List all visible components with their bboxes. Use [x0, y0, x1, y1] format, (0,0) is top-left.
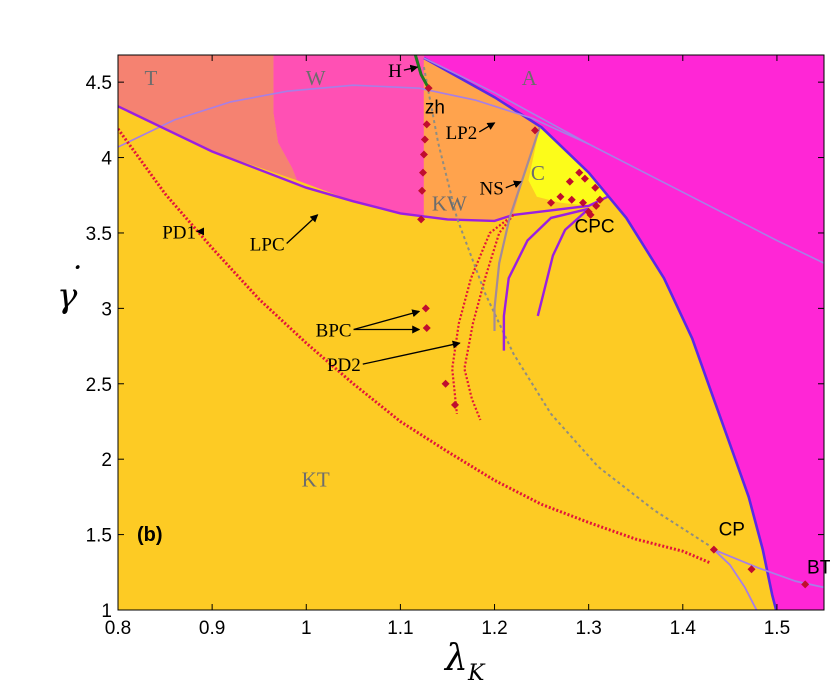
bifurcation-point-marker-0 [424, 84, 433, 93]
y-tick-label-6: 4 [101, 149, 112, 170]
bifurcation-point-marker-18 [575, 168, 584, 177]
annotation-label-pd2: PD2 [327, 355, 361, 376]
curve-light-upper-right [423, 57, 824, 264]
curve-light-bottom [713, 548, 824, 610]
bifurcation-point-marker-22 [441, 379, 450, 388]
curve-pd2-left [451, 214, 515, 415]
y-axis-label-accent: ˙ [66, 260, 83, 300]
x-tick-label-6: 1.4 [670, 618, 697, 639]
annotation-arrow-h [403, 64, 419, 73]
bifurcation-point-marker-9 [556, 192, 565, 201]
curve-cpc-branch-b [536, 207, 590, 317]
region-w [273, 55, 424, 218]
bifurcation-point-marker-4 [419, 150, 428, 159]
bifurcation-point-marker-15 [591, 183, 600, 192]
bifurcation-point-marker-17 [565, 177, 574, 186]
annotation-arrow-ns [505, 180, 522, 189]
annotation-label-cpc: CPC [575, 216, 615, 237]
bifurcation-point-marker-8 [547, 198, 556, 207]
region-a [423, 55, 824, 610]
bifurcation-point-marker-10 [567, 195, 576, 204]
region-t [118, 55, 297, 181]
x-axis-ticks: 0.8 0.9 1 1.1 1.2 1.3 1.4 1.5 [105, 55, 790, 639]
annotation-label-lpc: LPC [250, 235, 285, 256]
bifurcation-point-marker-24 [709, 545, 718, 554]
y-axis-label: γ ˙ [57, 260, 83, 316]
curve-pd1 [118, 128, 712, 565]
annotation-label-bt: BT [807, 557, 830, 578]
region-c [528, 127, 608, 206]
region-label-w: W [306, 66, 326, 90]
annotation-label-h: H [388, 61, 402, 82]
bifurcation-point-marker-19 [586, 210, 595, 219]
curve-pd2-right [463, 214, 515, 421]
annotation-label-zh: zh [425, 97, 445, 118]
bifurcation-point-marker-5 [418, 168, 427, 177]
x-tick-label-3: 1.1 [387, 618, 413, 639]
region-kw [423, 58, 540, 221]
bifurcation-point-marker-26 [801, 580, 810, 589]
bifurcation-point-marker-6 [418, 186, 427, 195]
annotation-label-pd1: PD1 [162, 222, 196, 243]
y-tick-label-2: 2 [101, 450, 112, 471]
annotation-arrow-lp2 [478, 122, 496, 133]
bifurcation-point-marker-7 [417, 215, 426, 224]
annotation-label-cp: CP [719, 520, 745, 541]
y-tick-label-4: 3 [101, 299, 112, 320]
bifurcation-point-marker-13 [592, 201, 601, 210]
bifurcation-point-marker-20 [421, 304, 430, 313]
bifurcation-point-marker-1 [531, 126, 540, 135]
curve-lp-boundary [423, 56, 778, 610]
bifurcation-point-marker-11 [579, 198, 588, 207]
bifurcation-points [417, 84, 810, 589]
x-tick-label-7: 1.5 [764, 618, 790, 639]
bifurcation-point-marker-16 [580, 174, 589, 183]
curve-h [413, 55, 430, 89]
bifurcation-point-marker-2 [422, 120, 431, 129]
annotation-arrow-pd2 [362, 340, 461, 365]
annotation-arrow-lpc [286, 214, 319, 244]
bifurcation-point-marker-25 [747, 565, 756, 574]
x-axis-label-main: λ [443, 638, 468, 679]
y-tick-label-0: 1 [101, 601, 112, 622]
y-axis-ticks: 1 1.5 2 2.5 3 3.5 4 4.5 [86, 73, 824, 622]
bifurcation-point-marker-14 [595, 195, 604, 204]
x-tick-label-0: 0.8 [105, 618, 131, 639]
region-label-c: C [531, 161, 545, 185]
curve-light-arc [118, 84, 590, 148]
x-tick-label-4: 1.2 [481, 618, 507, 639]
bifurcation-point-marker-3 [420, 135, 429, 144]
x-axis-label: λ K [443, 638, 486, 686]
plot-frame [117, 54, 825, 611]
annotation-label-lp2: LP2 [446, 123, 478, 144]
y-tick-label-5: 3.5 [86, 224, 112, 245]
y-tick-label-7: 4.5 [86, 73, 112, 94]
region-labels: T W A KW C KT [145, 66, 545, 491]
x-tick-label-2: 1 [301, 618, 312, 639]
curve-cpc-branch-a [502, 207, 589, 351]
region-label-a: A [522, 66, 538, 90]
curve-ns [493, 127, 541, 331]
x-axis-label-subscript: K [467, 661, 486, 686]
y-axis-label-main: γ [57, 276, 78, 316]
plot-area [118, 55, 824, 610]
annotation-label-ns: NS [479, 179, 503, 200]
annotation-arrow-bpc [353, 309, 421, 331]
region-label-kt: KT [302, 467, 330, 491]
panel-label: (b) [137, 524, 163, 546]
x-tick-label-5: 1.3 [575, 618, 601, 639]
x-tick-label-1: 0.9 [199, 618, 225, 639]
annotation-label-bpc: BPC [316, 320, 352, 341]
region-label-t: T [145, 66, 158, 90]
curve-homoclinic-dashed [422, 66, 712, 548]
y-tick-label-3: 2.5 [86, 375, 112, 396]
region-label-kw: KW [432, 191, 467, 215]
y-tick-label-1: 1.5 [86, 526, 112, 547]
bifurcation-point-marker-21 [422, 323, 431, 332]
bifurcation-point-marker-23 [450, 400, 459, 409]
